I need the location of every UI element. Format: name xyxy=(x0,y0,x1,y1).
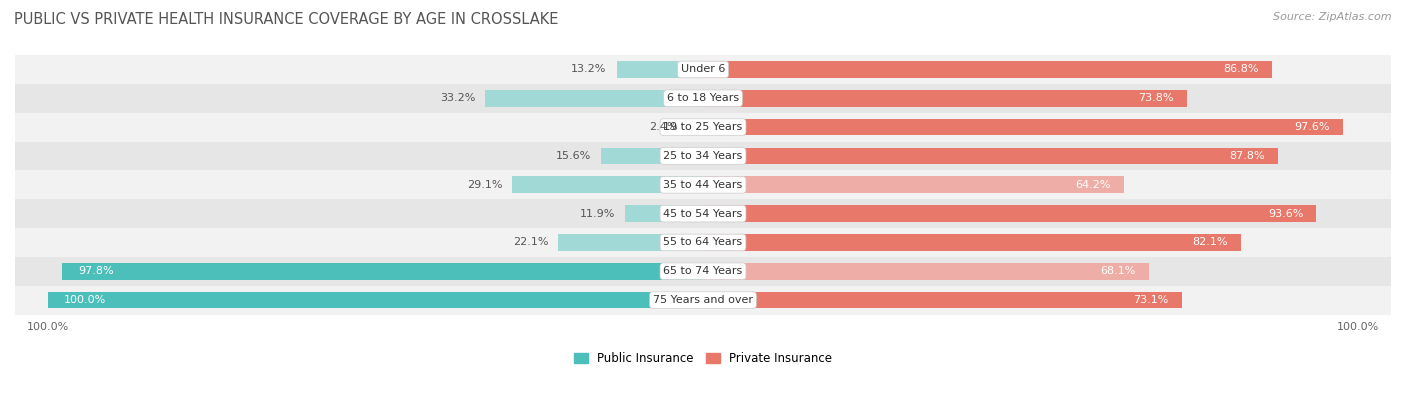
Bar xyxy=(703,176,1123,193)
Text: 25 to 34 Years: 25 to 34 Years xyxy=(664,151,742,161)
Bar xyxy=(703,61,1272,78)
Bar xyxy=(600,147,703,164)
Text: 93.6%: 93.6% xyxy=(1268,209,1303,218)
Bar xyxy=(15,113,1391,142)
Bar xyxy=(616,61,703,78)
Text: 35 to 44 Years: 35 to 44 Years xyxy=(664,180,742,190)
Text: 19 to 25 Years: 19 to 25 Years xyxy=(664,122,742,132)
Text: 55 to 64 Years: 55 to 64 Years xyxy=(664,237,742,247)
Text: 45 to 54 Years: 45 to 54 Years xyxy=(664,209,742,218)
Text: 97.6%: 97.6% xyxy=(1294,122,1330,132)
Text: 11.9%: 11.9% xyxy=(579,209,616,218)
Text: 2.4%: 2.4% xyxy=(650,122,678,132)
Text: 86.8%: 86.8% xyxy=(1223,64,1258,74)
Text: 73.1%: 73.1% xyxy=(1133,295,1168,305)
Bar xyxy=(703,119,1343,135)
Bar xyxy=(703,147,1278,164)
Bar xyxy=(485,90,703,107)
Text: 29.1%: 29.1% xyxy=(467,180,502,190)
Bar xyxy=(48,292,703,309)
Text: 33.2%: 33.2% xyxy=(440,93,475,103)
Bar xyxy=(62,263,703,280)
Bar xyxy=(15,199,1391,228)
Bar xyxy=(703,234,1241,251)
Bar xyxy=(512,176,703,193)
Text: 75 Years and over: 75 Years and over xyxy=(652,295,754,305)
Bar xyxy=(558,234,703,251)
Text: 6 to 18 Years: 6 to 18 Years xyxy=(666,93,740,103)
Text: 97.8%: 97.8% xyxy=(79,266,114,276)
Text: 64.2%: 64.2% xyxy=(1076,180,1111,190)
Text: Under 6: Under 6 xyxy=(681,64,725,74)
Text: 87.8%: 87.8% xyxy=(1230,151,1265,161)
Text: 100.0%: 100.0% xyxy=(65,295,107,305)
Text: Source: ZipAtlas.com: Source: ZipAtlas.com xyxy=(1274,12,1392,22)
Text: 15.6%: 15.6% xyxy=(555,151,591,161)
Text: 68.1%: 68.1% xyxy=(1101,266,1136,276)
Text: 82.1%: 82.1% xyxy=(1192,237,1227,247)
Bar xyxy=(15,55,1391,84)
Text: 22.1%: 22.1% xyxy=(513,237,548,247)
Bar xyxy=(15,84,1391,113)
Bar xyxy=(15,228,1391,257)
Bar xyxy=(15,171,1391,199)
Bar xyxy=(15,257,1391,286)
Bar xyxy=(703,263,1149,280)
Bar xyxy=(626,205,703,222)
Legend: Public Insurance, Private Insurance: Public Insurance, Private Insurance xyxy=(569,347,837,370)
Text: 73.8%: 73.8% xyxy=(1137,93,1174,103)
Bar xyxy=(15,286,1391,315)
Text: PUBLIC VS PRIVATE HEALTH INSURANCE COVERAGE BY AGE IN CROSSLAKE: PUBLIC VS PRIVATE HEALTH INSURANCE COVER… xyxy=(14,12,558,27)
Bar xyxy=(703,205,1316,222)
Bar xyxy=(703,292,1182,309)
Text: 65 to 74 Years: 65 to 74 Years xyxy=(664,266,742,276)
Bar xyxy=(15,142,1391,171)
Bar xyxy=(703,90,1187,107)
Text: 13.2%: 13.2% xyxy=(571,64,606,74)
Bar xyxy=(688,119,703,135)
